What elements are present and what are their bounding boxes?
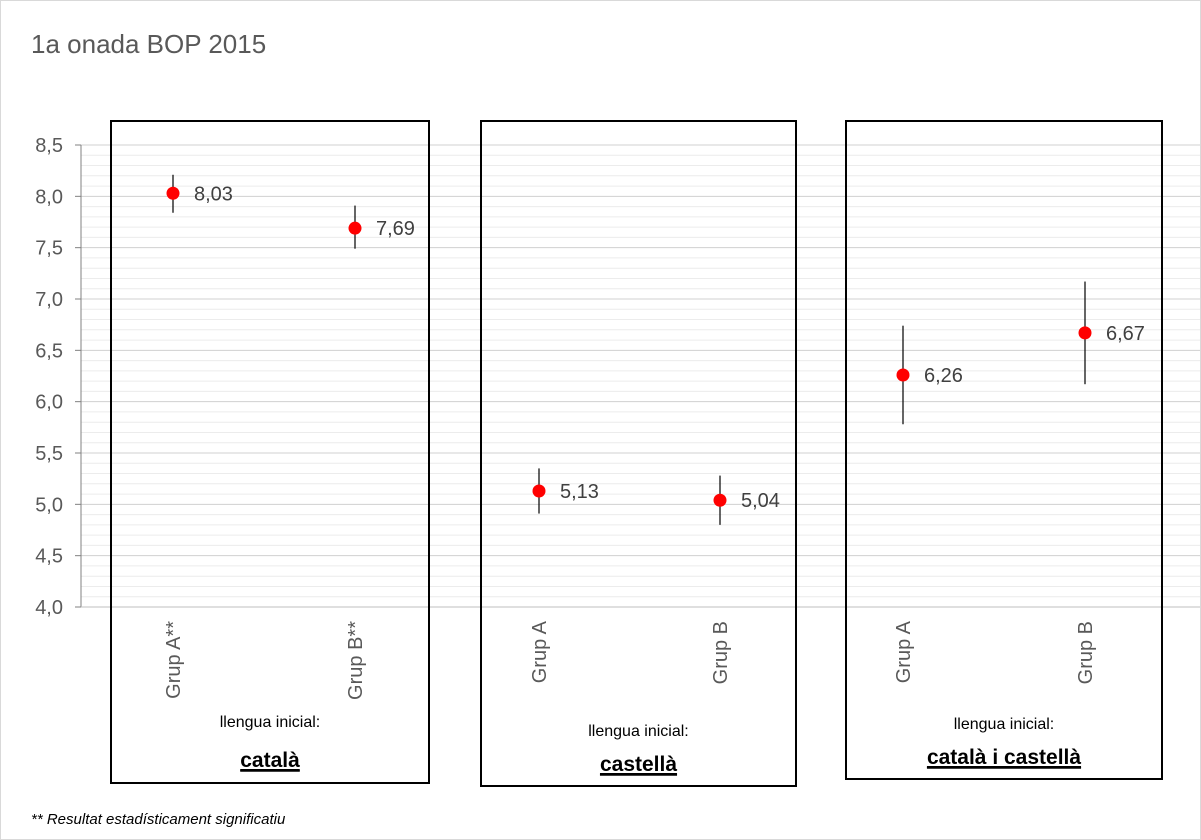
- x-tick-label: Grup B: [710, 621, 732, 684]
- group-caption: llengua inicial:: [588, 723, 689, 740]
- group-label: castellà: [600, 753, 677, 776]
- group-label: català: [240, 749, 300, 772]
- data-label: 8,03: [194, 183, 233, 205]
- y-tick-label: 8,5: [35, 135, 63, 157]
- data-point: [713, 493, 727, 507]
- group-caption: llengua inicial:: [220, 714, 321, 731]
- y-tick-label: 7,5: [35, 238, 63, 260]
- data-point: [532, 484, 546, 498]
- x-tick-label: Grup B: [1075, 621, 1097, 684]
- x-tick-label: Grup A: [893, 620, 915, 683]
- data-point: [896, 368, 910, 382]
- data-label: 6,26: [924, 365, 963, 387]
- panel-box: [480, 120, 797, 787]
- data-point: [1078, 326, 1092, 340]
- y-tick-label: 4,5: [35, 546, 63, 568]
- y-tick-label: 8,0: [35, 186, 63, 208]
- data-label: 6,67: [1106, 323, 1145, 345]
- x-tick-label: Grup A: [529, 620, 551, 683]
- x-tick-label: Grup A**: [163, 621, 185, 699]
- chart-title: 1a onada BOP 2015: [31, 29, 267, 59]
- group-caption: llengua inicial:: [954, 716, 1055, 733]
- data-label: 5,13: [560, 481, 599, 503]
- group-label: català i castellà: [927, 746, 1081, 769]
- y-tick-label: 4,0: [35, 597, 63, 619]
- x-tick-label: Grup B**: [345, 621, 367, 700]
- y-tick-label: 5,5: [35, 443, 63, 465]
- y-tick-label: 7,0: [35, 289, 63, 311]
- panel-box: [110, 120, 430, 784]
- y-tick-label: 6,5: [35, 340, 63, 362]
- panel-box: [845, 120, 1163, 780]
- y-tick-label: 5,0: [35, 494, 63, 516]
- data-point: [348, 221, 362, 235]
- data-label: 7,69: [376, 218, 415, 240]
- y-tick-label: 6,0: [35, 392, 63, 414]
- footnote: ** Resultat estadísticament significatiu: [31, 811, 286, 828]
- data-point: [166, 186, 180, 200]
- data-label: 5,04: [741, 490, 780, 512]
